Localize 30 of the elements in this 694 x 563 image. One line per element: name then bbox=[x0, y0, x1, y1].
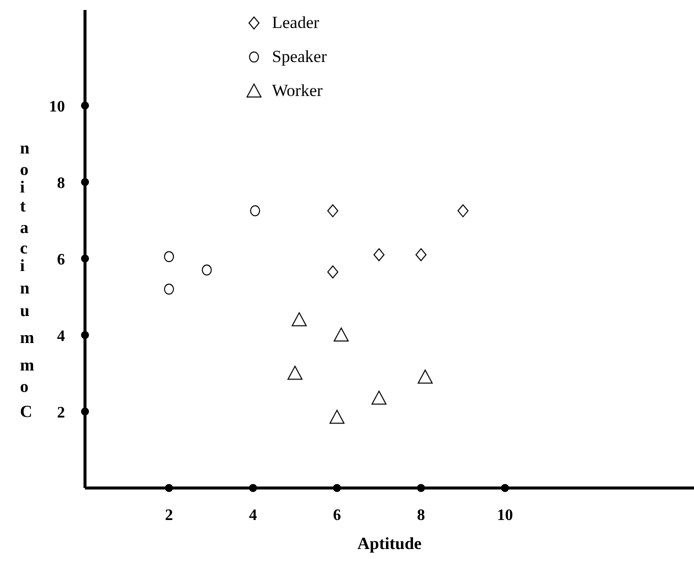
legend-label: Worker bbox=[272, 81, 323, 101]
point bbox=[418, 370, 433, 384]
y-tick-label: 6 bbox=[57, 252, 65, 269]
point bbox=[327, 265, 338, 278]
y-axis-title: Communication bbox=[20, 138, 48, 422]
x-tick-label: 8 bbox=[417, 507, 425, 524]
point bbox=[292, 312, 307, 326]
point bbox=[334, 328, 349, 342]
point bbox=[372, 390, 386, 405]
x-tick-label: 2 bbox=[165, 507, 173, 524]
x-tick-label: 10 bbox=[497, 507, 513, 524]
point bbox=[250, 205, 260, 216]
point bbox=[330, 410, 344, 424]
y-tick-label: 10 bbox=[49, 98, 65, 116]
y-tick-label: 4 bbox=[57, 328, 65, 346]
point bbox=[164, 251, 174, 262]
y-tick-label: 2 bbox=[57, 404, 65, 422]
x-tick-label: 6 bbox=[333, 507, 341, 524]
x-axis-title: Aptitude bbox=[357, 534, 422, 553]
point bbox=[288, 366, 302, 380]
y-tick-label: 8 bbox=[57, 175, 65, 192]
point bbox=[416, 248, 426, 262]
legend-label: Speaker bbox=[272, 47, 327, 67]
point bbox=[164, 284, 174, 295]
point bbox=[202, 264, 212, 276]
point bbox=[374, 248, 384, 262]
legend-label: Leader bbox=[272, 13, 320, 33]
point bbox=[458, 204, 468, 218]
point bbox=[327, 204, 338, 218]
x-tick-label: 4 bbox=[249, 507, 257, 524]
